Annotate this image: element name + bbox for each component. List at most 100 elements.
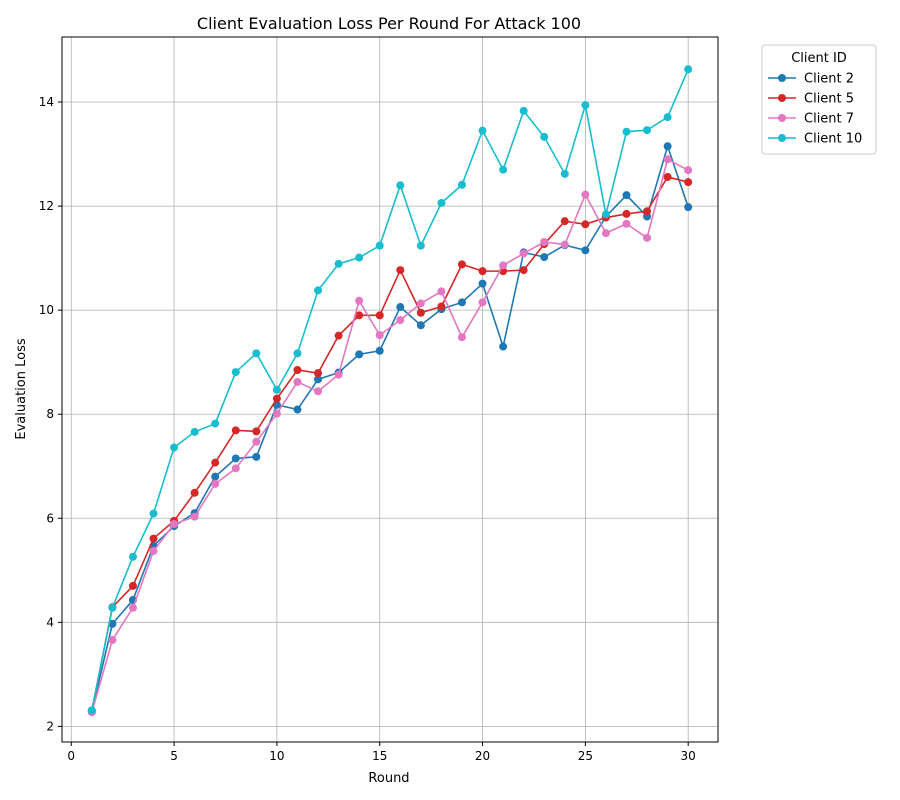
data-point — [663, 155, 672, 164]
data-point — [293, 377, 302, 386]
legend-item: Client 7 — [768, 112, 854, 127]
data-point — [211, 458, 220, 467]
data-point — [437, 287, 446, 296]
data-point — [396, 266, 405, 275]
data-point — [519, 266, 528, 275]
y-axis-label: Evaluation Loss — [14, 338, 29, 439]
data-point — [601, 229, 610, 238]
data-point — [499, 342, 508, 351]
grid — [62, 37, 718, 742]
data-point — [334, 370, 343, 379]
x-tick-label: 20 — [475, 749, 490, 763]
data-point — [457, 180, 466, 189]
data-point — [314, 369, 323, 378]
data-point — [190, 512, 199, 521]
series-client-10 — [87, 65, 693, 715]
data-point — [622, 127, 631, 136]
data-point — [663, 113, 672, 122]
data-point — [416, 308, 425, 317]
data-point — [355, 350, 364, 359]
data-point — [128, 581, 137, 590]
series-client-2 — [87, 142, 693, 716]
data-point — [478, 267, 487, 276]
data-point — [437, 198, 446, 207]
data-point — [540, 237, 549, 246]
series-line — [91, 176, 689, 711]
legend-box — [761, 44, 877, 155]
data-point — [375, 331, 384, 340]
data-point — [87, 706, 96, 715]
data-point — [457, 298, 466, 307]
data-point — [601, 210, 610, 219]
data-point — [622, 219, 631, 228]
data-point — [108, 619, 117, 628]
data-point — [622, 209, 631, 218]
data-point — [211, 419, 220, 428]
data-point — [314, 375, 323, 384]
data-point — [293, 365, 302, 374]
chart-title: Client Evaluation Loss Per Round For Att… — [197, 14, 581, 33]
data-point — [622, 191, 631, 200]
data-point — [272, 385, 281, 394]
x-tick-label: 10 — [269, 749, 284, 763]
data-point — [108, 636, 117, 645]
data-point — [560, 169, 569, 178]
x-tick-label: 25 — [578, 749, 593, 763]
data-point — [396, 303, 405, 312]
data-point — [519, 249, 528, 258]
series-client-7 — [87, 155, 693, 717]
data-point — [519, 106, 528, 115]
data-point — [128, 552, 137, 561]
legend-label: Client 5 — [804, 92, 854, 107]
y-tick-label: 4 — [46, 615, 54, 629]
data-point — [334, 259, 343, 268]
data-point — [252, 349, 261, 358]
data-point — [684, 178, 693, 187]
data-point — [560, 240, 569, 249]
data-point — [211, 472, 220, 481]
data-point — [355, 253, 364, 262]
data-point — [252, 437, 261, 446]
data-point — [355, 311, 364, 320]
data-point — [581, 101, 590, 110]
data-point — [314, 286, 323, 295]
data-point — [272, 394, 281, 403]
data-point — [457, 333, 466, 342]
data-point — [499, 165, 508, 174]
data-point — [108, 603, 117, 612]
y-tick-label: 14 — [39, 95, 54, 109]
data-point — [684, 203, 693, 212]
x-tick-label: 30 — [681, 749, 696, 763]
y-tick-label: 2 — [46, 719, 54, 733]
data-point — [643, 207, 652, 216]
legend-title: Client ID — [791, 51, 847, 66]
legend-item: Client 2 — [768, 72, 854, 87]
data-point — [252, 427, 261, 436]
series-line — [91, 68, 689, 711]
legend-item: Client 10 — [768, 132, 862, 147]
data-point — [314, 387, 323, 396]
legend-label: Client 7 — [804, 112, 854, 127]
data-point — [540, 253, 549, 262]
data-point — [663, 142, 672, 151]
data-point — [149, 547, 158, 556]
data-point — [293, 405, 302, 414]
legend-item: Client 5 — [768, 92, 854, 107]
data-point — [540, 132, 549, 141]
data-point — [416, 321, 425, 330]
data-point — [375, 241, 384, 250]
data-point — [231, 368, 240, 377]
data-point — [478, 279, 487, 288]
axis-ticks: 0 5 10 15 20 25 30 2 4 6 8 10 12 14 — [39, 95, 696, 763]
data-point — [334, 331, 343, 340]
legend-marker — [778, 134, 786, 142]
data-point — [293, 349, 302, 358]
x-tick-label: 0 — [67, 749, 75, 763]
data-point — [684, 65, 693, 74]
series-line — [91, 143, 689, 713]
y-tick-label: 8 — [46, 407, 54, 421]
data-point — [231, 464, 240, 473]
y-tick-label: 10 — [39, 303, 54, 317]
data-point — [581, 246, 590, 255]
plot-area-frame — [61, 36, 719, 743]
